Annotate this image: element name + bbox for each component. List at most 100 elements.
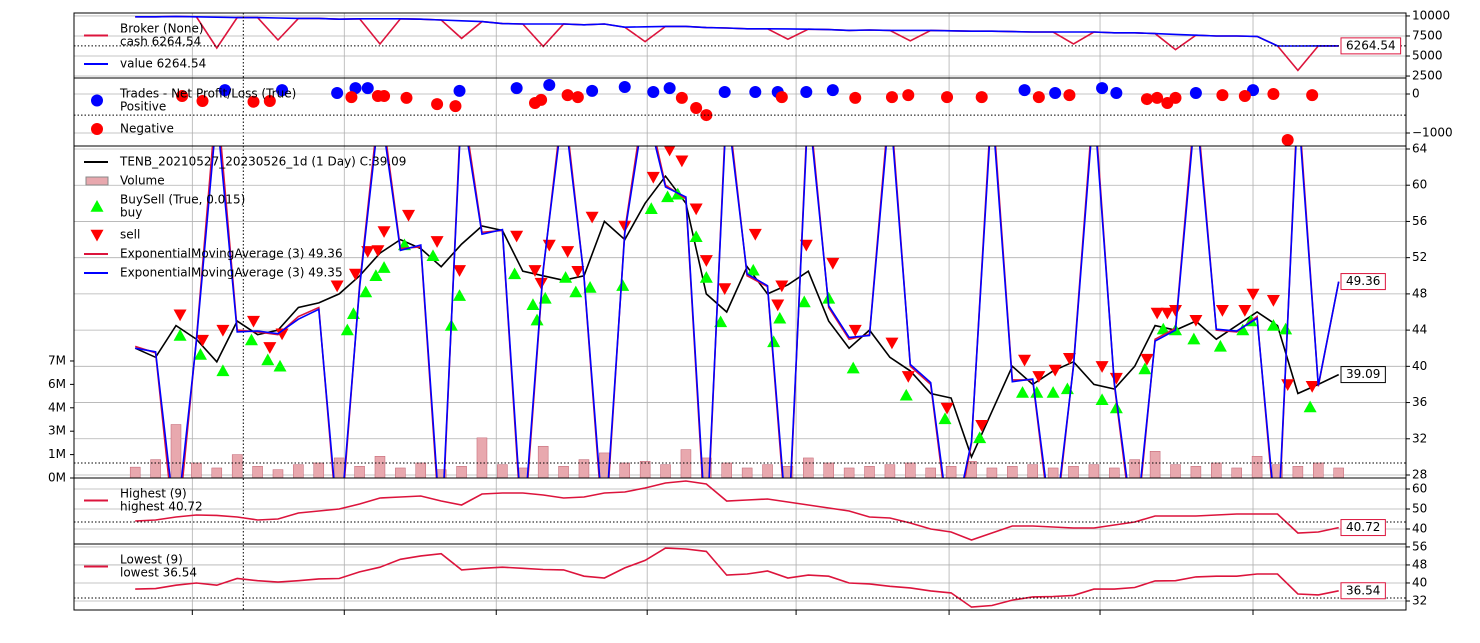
volume-bar <box>1292 466 1304 478</box>
marker <box>1238 304 1252 317</box>
marker <box>1032 371 1046 383</box>
y-tick-label: 50 <box>1412 502 1427 516</box>
last-value-box <box>1340 519 1386 537</box>
last-value-label: 36.54 <box>1346 583 1380 597</box>
y-tick-label: 36 <box>1412 395 1427 409</box>
marker <box>571 91 584 104</box>
marker <box>1215 304 1229 317</box>
marker <box>846 361 860 374</box>
panel-frame <box>73 145 1407 479</box>
panel <box>74 146 1406 478</box>
volume-bar <box>211 467 223 478</box>
marker <box>618 80 631 93</box>
marker <box>369 269 383 281</box>
marker <box>263 342 277 354</box>
y-tick-label: 56 <box>1412 539 1427 553</box>
marker <box>1018 354 1032 367</box>
y-tick-label: 32 <box>1412 431 1427 445</box>
legend-label: ExponentialMovingAverage (3) 49.36 <box>120 247 343 261</box>
volume-bar <box>619 462 631 478</box>
legend-swatch <box>91 94 103 107</box>
line <box>135 547 1339 608</box>
volume-bar <box>905 462 916 478</box>
volume-bar <box>150 459 161 478</box>
marker <box>775 280 789 293</box>
marker <box>941 91 954 104</box>
volume-bar <box>680 449 692 478</box>
marker <box>1046 386 1060 398</box>
marker <box>1303 400 1317 413</box>
marker <box>585 211 599 224</box>
volume-bar <box>231 454 243 478</box>
volume-bar <box>272 469 284 478</box>
y-tick-label: 44 <box>1412 323 1427 337</box>
marker <box>1216 89 1229 102</box>
marker <box>1305 381 1319 393</box>
y2-tick-label: 7M <box>48 353 66 367</box>
marker <box>261 353 275 366</box>
marker <box>1151 91 1164 104</box>
marker <box>975 420 989 432</box>
marker <box>402 209 416 222</box>
marker <box>173 329 187 341</box>
marker <box>218 84 231 97</box>
volume-bar <box>803 457 814 478</box>
y2-tick-label: 3M <box>48 424 66 438</box>
marker <box>1140 353 1154 366</box>
marker <box>508 267 522 280</box>
marker <box>510 82 523 95</box>
marker <box>773 311 787 324</box>
legend-group-title: Lowest (9) <box>120 553 183 567</box>
y-tick-label: 40 <box>1412 522 1427 536</box>
panel <box>74 478 1406 544</box>
legend-swatch <box>90 229 104 242</box>
marker <box>973 431 987 444</box>
y2-tick-label: 0M <box>48 471 66 485</box>
marker <box>377 226 391 238</box>
volume-bar <box>374 456 386 478</box>
marker <box>718 86 731 99</box>
marker <box>348 268 362 281</box>
marker <box>453 265 467 277</box>
marker <box>1049 87 1062 100</box>
marker <box>345 91 358 104</box>
volume-bar <box>578 459 590 478</box>
marker <box>826 84 839 97</box>
marker <box>275 328 289 341</box>
marker <box>559 271 573 283</box>
marker <box>1266 295 1280 307</box>
y-tick-label: 40 <box>1412 575 1427 589</box>
volume-bar <box>497 464 508 478</box>
legend-swatch <box>85 176 109 186</box>
last-value-label: 40.72 <box>1346 520 1380 534</box>
marker <box>1138 362 1152 375</box>
marker <box>535 93 548 106</box>
marker <box>748 228 762 241</box>
marker <box>176 89 189 102</box>
y-tick-label: 60 <box>1412 482 1427 496</box>
panel-frame <box>73 543 1407 611</box>
volume-bar <box>762 464 773 478</box>
marker <box>453 84 466 97</box>
marker <box>699 271 713 283</box>
line <box>135 15 1339 72</box>
legend-label: cash 6264.54 <box>120 35 201 49</box>
marker <box>902 89 915 102</box>
panel <box>74 13 1406 78</box>
marker <box>247 315 261 328</box>
y2-tick-label: 6M <box>48 377 66 391</box>
marker <box>453 289 467 301</box>
marker <box>700 109 713 122</box>
volume-bar <box>129 466 141 478</box>
volume-bar <box>191 462 202 478</box>
legend-swatch <box>91 123 103 135</box>
volume-bar <box>333 457 345 478</box>
marker <box>1095 393 1109 406</box>
marker <box>644 202 658 214</box>
marker <box>1032 91 1045 104</box>
y-tick-label: 52 <box>1412 250 1427 264</box>
marker <box>826 257 840 270</box>
marker <box>378 89 391 102</box>
marker <box>689 230 703 243</box>
marker <box>426 249 440 262</box>
